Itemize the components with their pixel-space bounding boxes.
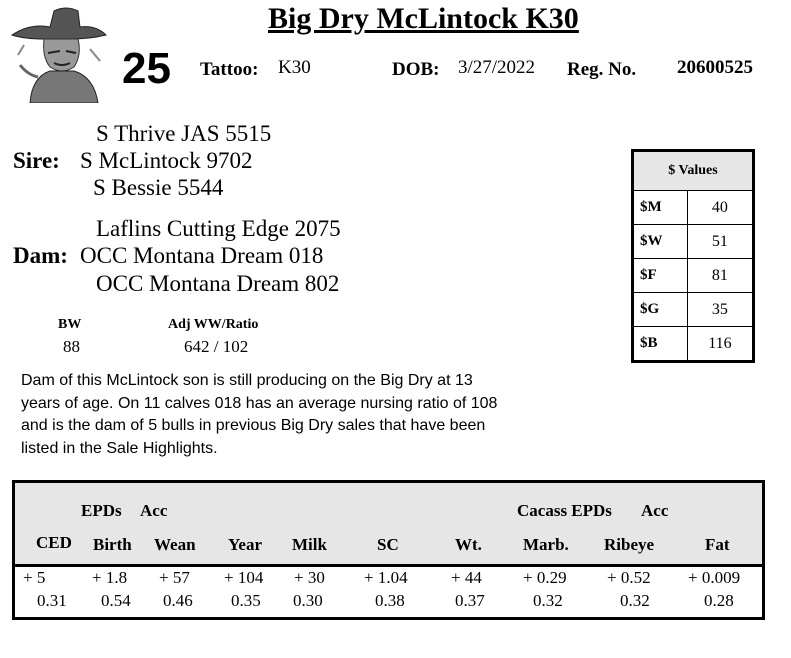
table-row: $B 116 xyxy=(632,326,755,362)
acc-value: 0.32 xyxy=(620,591,650,610)
acc-value: 0.30 xyxy=(293,591,323,610)
acc-value: 0.35 xyxy=(231,591,261,610)
epd-value: + 5 xyxy=(23,568,46,587)
reg-value: 20600525 xyxy=(677,57,753,78)
column-header: CED xyxy=(36,533,72,552)
table-row: $M 40 xyxy=(632,190,755,225)
reg-label: Reg. No. xyxy=(567,59,637,80)
sire-dam: S Bessie 5544 xyxy=(93,175,224,200)
column-header: Wt. xyxy=(455,535,482,554)
cowboy-logo xyxy=(10,5,108,104)
epds-group-label: EPDs xyxy=(81,501,122,520)
tattoo-value: K30 xyxy=(278,57,311,78)
dollar-values-table: $ Values $M 40 $W 51 $F 81 $G 35 $B 116 xyxy=(631,149,755,363)
sire-sire: S Thrive JAS 5515 xyxy=(96,121,272,146)
sire-label: Sire: xyxy=(13,148,60,173)
dam-label: Dam: xyxy=(13,243,68,268)
epd-value: + 44 xyxy=(451,568,482,587)
column-header: Marb. xyxy=(523,535,569,554)
column-header: Milk xyxy=(292,535,327,554)
dollar-value: 81 xyxy=(686,258,755,293)
column-header: SC xyxy=(377,535,399,554)
epd-value: + 0.29 xyxy=(523,568,567,587)
page-title: Big Dry McLintock K30 xyxy=(268,2,579,35)
ww-label: Adj WW/Ratio xyxy=(168,317,259,332)
dollar-value: 116 xyxy=(686,326,755,362)
bw-value: 88 xyxy=(63,337,80,356)
acc-value: 0.46 xyxy=(163,591,193,610)
dob-label: DOB: xyxy=(392,59,440,80)
dollar-values-header: $ Values xyxy=(632,150,754,191)
epd-value: + 57 xyxy=(159,568,190,587)
acc-label: Acc xyxy=(140,501,168,520)
acc-value: 0.37 xyxy=(455,591,485,610)
dollar-label: $G xyxy=(632,292,688,327)
acc-value: 0.28 xyxy=(704,591,734,610)
sire-name: S McLintock 9702 xyxy=(80,148,253,173)
acc-value: 0.31 xyxy=(37,591,67,610)
dob-value: 3/27/2022 xyxy=(458,57,536,78)
dollar-value: 35 xyxy=(686,292,755,327)
acc-value: 0.32 xyxy=(533,591,563,610)
epd-value: + 1.8 xyxy=(92,568,128,587)
epd-value: + 0.009 xyxy=(688,568,741,587)
acc-value: 0.54 xyxy=(101,591,131,610)
dam-sire: Laflins Cutting Edge 2075 xyxy=(96,216,341,241)
dollar-label: $F xyxy=(632,258,688,293)
dollar-label: $W xyxy=(632,224,688,259)
table-row: $G 35 xyxy=(632,292,755,327)
ww-value: 642 / 102 xyxy=(184,337,249,356)
epd-value: + 1.04 xyxy=(364,568,408,587)
dam-dam: OCC Montana Dream 802 xyxy=(96,271,340,296)
bw-label: BW xyxy=(58,317,82,332)
epd-value: + 104 xyxy=(224,568,264,587)
column-header: Fat xyxy=(705,535,730,554)
dollar-label: $B xyxy=(632,326,688,362)
column-header: Year xyxy=(228,535,262,554)
description: Dam of this McLintock son is still produ… xyxy=(21,372,498,457)
dollar-label: $M xyxy=(632,190,688,225)
column-header: Ribeye xyxy=(604,535,655,554)
carcass-epds-label: Cacass EPDs xyxy=(517,501,612,520)
tattoo-label: Tattoo: xyxy=(200,59,259,80)
column-header: Birth xyxy=(93,535,132,554)
dollar-value: 51 xyxy=(686,224,755,259)
dam-name: OCC Montana Dream 018 xyxy=(80,243,324,268)
epd-header-background xyxy=(15,483,762,567)
table-row: $W 51 xyxy=(632,224,755,259)
epd-value: + 30 xyxy=(294,568,325,587)
column-header: Wean xyxy=(154,535,196,554)
acc-label: Acc xyxy=(641,501,669,520)
lot-number: 25 xyxy=(122,44,171,93)
dollar-value: 40 xyxy=(686,190,755,225)
epd-table: EPDs Acc Cacass EPDs Acc CED Birth Wean … xyxy=(12,480,765,620)
epd-value: + 0.52 xyxy=(607,568,651,587)
table-row: $F 81 xyxy=(632,258,755,293)
acc-value: 0.38 xyxy=(375,591,405,610)
